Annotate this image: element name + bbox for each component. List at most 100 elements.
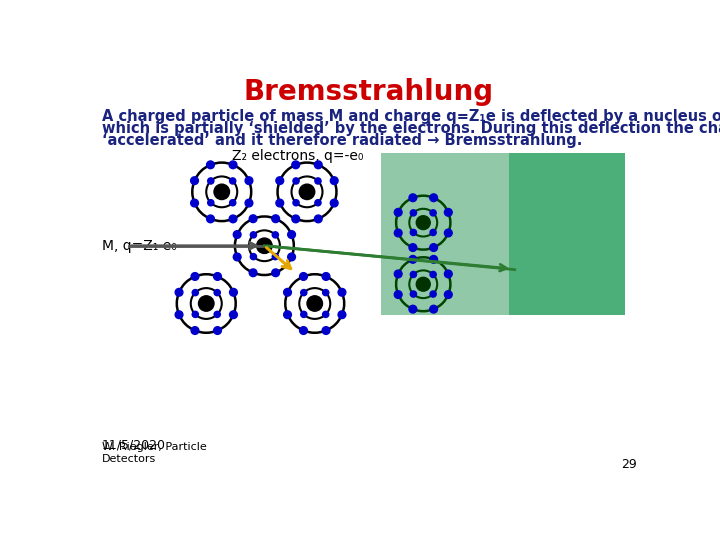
- Circle shape: [300, 184, 315, 200]
- Circle shape: [301, 289, 307, 296]
- Circle shape: [288, 231, 295, 238]
- Text: A charged particle of mass M and charge q=Z₁e is deflected by a nucleus of charg: A charged particle of mass M and charge …: [102, 109, 720, 124]
- Circle shape: [300, 327, 307, 334]
- Circle shape: [315, 200, 321, 206]
- Text: 29: 29: [621, 458, 636, 471]
- Circle shape: [315, 161, 322, 168]
- Circle shape: [229, 161, 237, 168]
- Circle shape: [322, 327, 330, 334]
- Circle shape: [230, 200, 236, 206]
- Circle shape: [191, 327, 199, 334]
- Circle shape: [249, 215, 257, 222]
- Circle shape: [409, 244, 417, 252]
- Circle shape: [292, 161, 300, 168]
- Circle shape: [323, 311, 329, 318]
- Text: 11/5/2020: 11/5/2020: [102, 438, 166, 451]
- Text: Bremsstrahlung: Bremsstrahlung: [244, 78, 494, 106]
- Circle shape: [271, 269, 279, 276]
- Circle shape: [276, 199, 284, 207]
- Circle shape: [409, 194, 417, 201]
- Circle shape: [410, 230, 416, 235]
- Circle shape: [430, 272, 436, 278]
- Circle shape: [301, 311, 307, 318]
- Circle shape: [338, 311, 346, 319]
- Circle shape: [330, 177, 338, 185]
- Circle shape: [409, 305, 417, 313]
- Circle shape: [251, 232, 256, 238]
- Circle shape: [276, 177, 284, 185]
- Circle shape: [191, 177, 199, 185]
- Circle shape: [430, 305, 438, 313]
- Circle shape: [444, 270, 452, 278]
- Circle shape: [214, 311, 220, 318]
- Circle shape: [430, 255, 438, 263]
- Circle shape: [207, 215, 215, 222]
- Circle shape: [409, 255, 417, 263]
- Circle shape: [315, 178, 321, 184]
- Circle shape: [315, 215, 322, 222]
- Circle shape: [395, 291, 402, 299]
- Circle shape: [272, 232, 279, 238]
- Circle shape: [293, 200, 299, 206]
- Circle shape: [410, 272, 416, 278]
- Circle shape: [229, 215, 237, 222]
- Circle shape: [284, 288, 292, 296]
- Circle shape: [444, 229, 452, 237]
- Circle shape: [395, 270, 402, 278]
- Circle shape: [430, 210, 436, 216]
- Text: Z₂ electrons, q=-e₀: Z₂ electrons, q=-e₀: [232, 148, 364, 163]
- Bar: [508, 153, 625, 315]
- Circle shape: [214, 289, 220, 296]
- Circle shape: [214, 327, 221, 334]
- Circle shape: [245, 199, 253, 207]
- Circle shape: [191, 273, 199, 280]
- Circle shape: [430, 244, 438, 252]
- Circle shape: [307, 296, 323, 311]
- Circle shape: [323, 289, 329, 296]
- Circle shape: [322, 273, 330, 280]
- Circle shape: [338, 288, 346, 296]
- Circle shape: [444, 291, 452, 299]
- Circle shape: [192, 311, 199, 318]
- Circle shape: [230, 178, 236, 184]
- Text: W. Riegler, Particle
Detectors: W. Riegler, Particle Detectors: [102, 442, 207, 464]
- Circle shape: [199, 296, 214, 311]
- Text: ‘accelerated’ and it therefore radiated → Bremsstrahlung.: ‘accelerated’ and it therefore radiated …: [102, 133, 582, 148]
- Circle shape: [249, 269, 257, 276]
- Bar: [381, 153, 508, 315]
- Circle shape: [444, 208, 452, 216]
- Text: M, q=Z₁ e₀: M, q=Z₁ e₀: [102, 239, 176, 253]
- Circle shape: [175, 311, 183, 319]
- Circle shape: [233, 231, 241, 238]
- Circle shape: [214, 184, 230, 200]
- Circle shape: [256, 238, 272, 253]
- Circle shape: [230, 288, 238, 296]
- Circle shape: [207, 200, 214, 206]
- Circle shape: [416, 278, 431, 291]
- Circle shape: [214, 273, 221, 280]
- Circle shape: [395, 229, 402, 237]
- Circle shape: [251, 254, 256, 260]
- Circle shape: [410, 291, 416, 297]
- Circle shape: [175, 288, 183, 296]
- Circle shape: [271, 215, 279, 222]
- Circle shape: [207, 178, 214, 184]
- Circle shape: [192, 289, 199, 296]
- Circle shape: [245, 177, 253, 185]
- Circle shape: [284, 311, 292, 319]
- Circle shape: [272, 254, 279, 260]
- Circle shape: [230, 311, 238, 319]
- Circle shape: [300, 273, 307, 280]
- Circle shape: [430, 194, 438, 201]
- Circle shape: [395, 208, 402, 216]
- Circle shape: [293, 178, 299, 184]
- Circle shape: [430, 230, 436, 235]
- Circle shape: [430, 291, 436, 297]
- Circle shape: [416, 215, 431, 230]
- Circle shape: [191, 199, 199, 207]
- Text: which is partially ‘shielded’ by the electrons. During this deflection the charg: which is partially ‘shielded’ by the ele…: [102, 121, 720, 136]
- Circle shape: [292, 215, 300, 222]
- Circle shape: [410, 210, 416, 216]
- Circle shape: [207, 161, 215, 168]
- Circle shape: [288, 253, 295, 261]
